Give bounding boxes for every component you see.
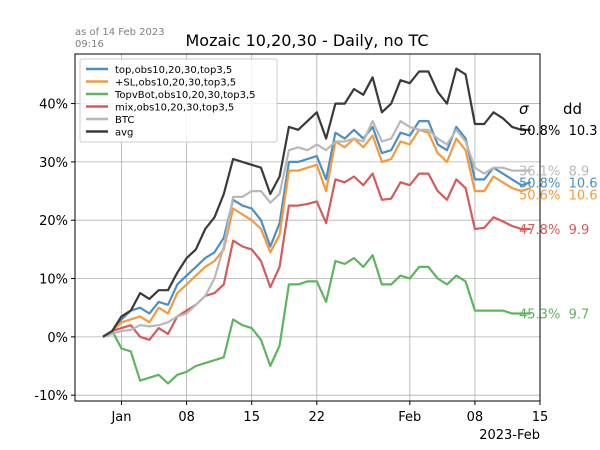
plot-frame xyxy=(74,53,541,402)
plot-series xyxy=(102,67,532,385)
legend-label: BTC xyxy=(115,115,134,126)
y-axis: -10% 0% 10% 20% 30% 40% xyxy=(34,98,75,404)
legend-box xyxy=(79,58,278,143)
y-tick-label: 0% xyxy=(47,331,68,346)
series-stat: 50.8% 10.6 xyxy=(519,177,598,192)
series-line-4 xyxy=(102,172,531,341)
x-tick-label: Feb xyxy=(398,410,421,425)
y-tick-label: -10% xyxy=(34,389,68,404)
x-tick-label: 22 xyxy=(309,410,326,425)
series-stat: 47.8% 9.9 xyxy=(519,223,589,238)
series-line-5 xyxy=(102,119,531,338)
timestamp-date: as of 14 Feb 2023 xyxy=(75,27,165,38)
series-line-6 xyxy=(102,67,531,338)
chart-title: Mozaic 10,20,30 - Daily, no TC xyxy=(186,31,429,50)
series-stat: 36.1% 8.9 xyxy=(519,165,589,180)
y-tick-label: 40% xyxy=(39,98,68,113)
x-tick-label: 08 xyxy=(178,410,195,425)
x-axis: Jan 08 15 22 Feb 08 15 xyxy=(110,401,548,425)
series-line-3 xyxy=(102,254,531,385)
series-line-1 xyxy=(102,119,532,338)
legend-label: TopvBot,obs10,20,30,top3,5 xyxy=(114,90,256,101)
x-tick-label: Jan xyxy=(110,410,131,425)
stats-panel: σ dd 50.8% 10.3 36.1% 8.950.8% 10.650.6% … xyxy=(519,100,598,323)
series-stat: 50.8% 10.3 xyxy=(519,124,598,139)
y-tick-label: 20% xyxy=(39,214,68,229)
x-tick-label: 08 xyxy=(467,410,484,425)
stats-sigma-header: σ xyxy=(519,100,529,118)
x-tick-label: 15 xyxy=(243,410,260,425)
timestamp: as of 14 Feb 2023 09:16 xyxy=(75,27,165,51)
legend-label: mix,obs10,20,30,top3,5 xyxy=(115,103,234,114)
y-tick-label: 10% xyxy=(39,273,68,288)
stats-dd-header: dd xyxy=(563,100,582,118)
series-line-2 xyxy=(102,128,532,338)
legend-label: top,obs10,20,30,top3,5 xyxy=(115,65,232,76)
timestamp-time: 09:16 xyxy=(75,39,104,50)
x-offset-label: 2023-Feb xyxy=(479,428,540,443)
legend: top,obs10,20,30,top3,5 +SL,obs10,20,30,to… xyxy=(79,58,278,143)
y-tick-label: 30% xyxy=(39,156,68,171)
legend-label: avg xyxy=(115,128,133,139)
series-stat: 50.6% 10.6 xyxy=(519,189,598,204)
x-tick-label: 15 xyxy=(532,410,549,425)
series-stat: 45.3% 9.7 xyxy=(519,308,589,323)
legend-label: +SL,obs10,20,30,top3,5 xyxy=(115,78,236,89)
